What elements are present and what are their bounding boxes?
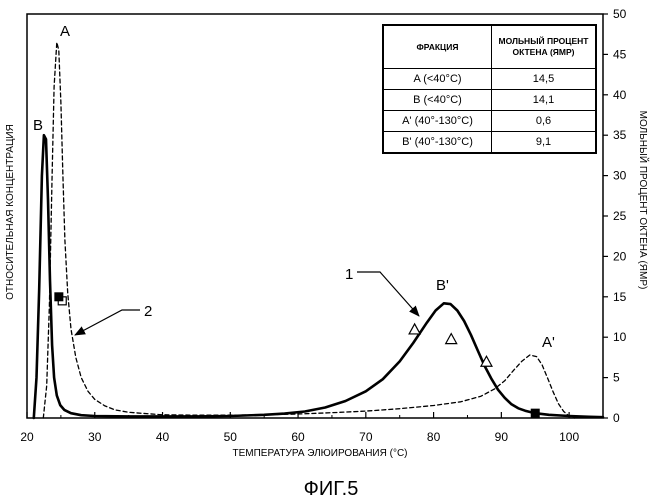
y-right-tick-label: 35 <box>613 128 627 142</box>
x-tick-label: 20 <box>20 430 34 444</box>
filled-square-marker <box>531 409 540 418</box>
table-cell-value: 0,6 <box>492 111 597 132</box>
x-axis-title: ТЕМПЕРАТУРА ЭЛЮИРОВАНИЯ (°C) <box>233 448 408 459</box>
y-right-tick-label: 0 <box>613 411 620 425</box>
y-right-tick-label: 15 <box>613 290 627 304</box>
series-1-leader-arrow <box>357 272 419 316</box>
table-row: A (<40°C) 14,5 <box>383 69 596 90</box>
x-tick-label: 30 <box>88 430 102 444</box>
x-tick-label: 100 <box>559 430 579 444</box>
open-triangle-marker <box>409 324 420 334</box>
x-tick-label: 70 <box>359 430 373 444</box>
figure-caption: ФИГ.5 <box>304 478 359 500</box>
peak-label-b: B <box>33 117 43 134</box>
open-triangle-marker <box>446 334 457 344</box>
peak-label-b-prime: B' <box>436 277 449 294</box>
fraction-table: ФРАКЦИЯ МОЛЬНЫЙ ПРОЦЕНТ ОКТЕНА (ЯМР) A (… <box>382 24 597 154</box>
series-1-line <box>34 135 603 418</box>
table-header-fraction: ФРАКЦИЯ <box>383 25 492 69</box>
x-tick-label: 80 <box>427 430 441 444</box>
y-right-tick-label: 20 <box>613 249 627 263</box>
table-cell-value: 14,1 <box>492 90 597 111</box>
left-y-axis-title: ОТНОСИТЕЛЬНАЯ КОНЦЕНТРАЦИЯ <box>5 124 16 300</box>
x-tick-label: 90 <box>495 430 509 444</box>
table-cell-fraction: A (<40°C) <box>383 69 492 90</box>
series-2-leader-arrow <box>75 310 140 335</box>
y-right-tick-label: 30 <box>613 169 627 183</box>
mol-percent-markers <box>54 292 539 417</box>
y-right-tick-label: 5 <box>613 371 620 385</box>
filled-square-marker <box>54 292 63 301</box>
table-cell-value: 14,5 <box>492 69 597 90</box>
table-header-mol-percent: МОЛЬНЫЙ ПРОЦЕНТ ОКТЕНА (ЯМР) <box>492 25 597 69</box>
y-right-tick-label: 10 <box>613 330 627 344</box>
table-cell-fraction: B (<40°C) <box>383 90 492 111</box>
peak-label-a-prime: A' <box>542 334 555 351</box>
table-row: B (<40°C) 14,1 <box>383 90 596 111</box>
y-right-tick-label: 50 <box>613 7 627 21</box>
table-header-row: ФРАКЦИЯ МОЛЬНЫЙ ПРОЦЕНТ ОКТЕНА (ЯМР) <box>383 25 596 69</box>
x-tick-label: 40 <box>156 430 170 444</box>
table-row: A' (40°-130°C) 0,6 <box>383 111 596 132</box>
peak-label-a: A <box>60 23 70 40</box>
table-cell-fraction: A' (40°-130°C) <box>383 111 492 132</box>
series-2-label: 2 <box>144 303 152 320</box>
x-tick-label: 50 <box>224 430 238 444</box>
table-cell-value: 9,1 <box>492 132 597 154</box>
table-cell-fraction: B' (40°-130°C) <box>383 132 492 154</box>
y-right-tick-label: 40 <box>613 88 627 102</box>
x-tick-label: 60 <box>291 430 305 444</box>
y-right-tick-label: 45 <box>613 47 627 61</box>
series-1-label: 1 <box>345 266 353 283</box>
y-right-tick-label: 25 <box>613 209 627 223</box>
right-y-axis-title: МОЛЬНЫЙ ПРОЦЕНТ ОКТЕНА (ЯМР) <box>637 111 650 290</box>
table-row: B' (40°-130°C) 9,1 <box>383 132 596 154</box>
